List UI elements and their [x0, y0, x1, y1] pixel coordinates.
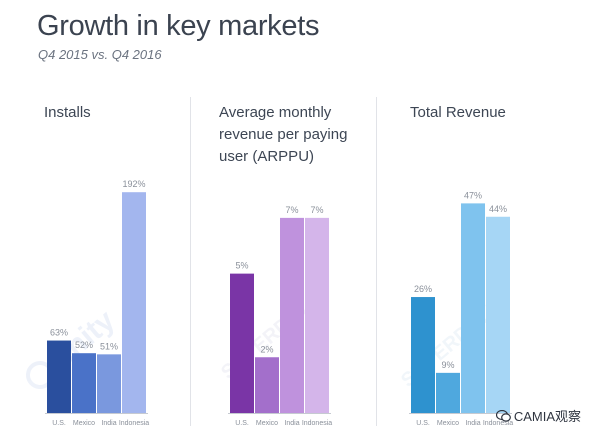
total-revenue-category-label-india: India: [465, 420, 480, 427]
installs-title: Installs: [44, 104, 91, 121]
arppu-bar-u-s-value-label: 5%: [235, 261, 248, 271]
page-subtitle: Q4 2015 vs. Q4 2016: [38, 47, 162, 62]
total-revenue-category-label-indonesia: Indonesia: [483, 420, 513, 427]
total-revenue-bar-indonesia: [486, 216, 510, 413]
total-revenue-bar-indonesia-value-label: 44%: [489, 204, 507, 214]
arppu-bar-u-s: [230, 273, 254, 413]
arppu-bar-mexico-value-label: 2%: [260, 344, 273, 354]
total-revenue-category-label-u-s: U.S.: [416, 420, 430, 427]
arppu-bar-india-value-label: 7%: [285, 205, 298, 215]
arppu-bar-indonesia: [305, 217, 329, 413]
total-revenue-chart: 26% U.S. 9% Mexico 47% India 44% Indonesia: [409, 190, 513, 427]
arppu-category-label-indonesia: Indonesia: [302, 420, 332, 427]
total-revenue-bar-u-s: [411, 297, 435, 413]
arppu-chart: 5% U.S. 2% Mexico 7% India 7% Indonesia: [228, 205, 332, 427]
arppu-bar-mexico: [255, 357, 279, 413]
installs-bar-indonesia-value-label: 192%: [122, 179, 145, 189]
panel-divider-2: [376, 97, 377, 426]
total-revenue-bar-u-s-value-label: 26%: [414, 284, 432, 294]
arppu-bar-india: [280, 217, 304, 413]
installs-category-label-indonesia: Indonesia: [119, 420, 149, 427]
installs-category-label-india: India: [101, 420, 116, 427]
page-title: Growth in key markets: [37, 10, 320, 42]
panel-divider-1: [190, 97, 191, 426]
arppu-category-label-india: India: [284, 420, 299, 427]
installs-bar-india: [97, 354, 121, 413]
installs-bar-u-s: [47, 340, 71, 413]
total-revenue-bar-mexico: [436, 372, 460, 413]
arppu-bar-indonesia-value-label: 7%: [310, 205, 323, 215]
total-revenue-bar-india: [461, 203, 485, 413]
wechat-icon: [495, 409, 511, 422]
installs-chart: 63% U.S. 52% Mexico 51% India 192% Indonesia: [45, 179, 149, 427]
total-revenue-bar-mexico-value-label: 9%: [441, 360, 454, 370]
wechat-watermark: CAMIA观察: [495, 406, 581, 425]
total-revenue-bar-india-value-label: 47%: [464, 190, 482, 200]
total-revenue-title: Total Revenue: [410, 104, 506, 121]
total-revenue-category-label-mexico: Mexico: [437, 420, 459, 427]
installs-bar-mexico: [72, 353, 96, 413]
installs-category-label-mexico: Mexico: [73, 420, 95, 427]
wechat-watermark-text: CAMIA观察: [513, 409, 581, 424]
installs-bar-india-value-label: 51%: [100, 341, 118, 351]
installs-category-label-u-s: U.S.: [52, 420, 66, 427]
installs-bar-indonesia: [122, 192, 146, 413]
arppu-category-label-u-s: U.S.: [235, 420, 249, 427]
installs-bar-mexico-value-label: 52%: [75, 340, 93, 350]
installs-bar-u-s-value-label: 63%: [50, 328, 68, 338]
arppu-category-label-mexico: Mexico: [256, 420, 278, 427]
arppu-title: Average monthly revenue per paying user …: [219, 104, 348, 165]
